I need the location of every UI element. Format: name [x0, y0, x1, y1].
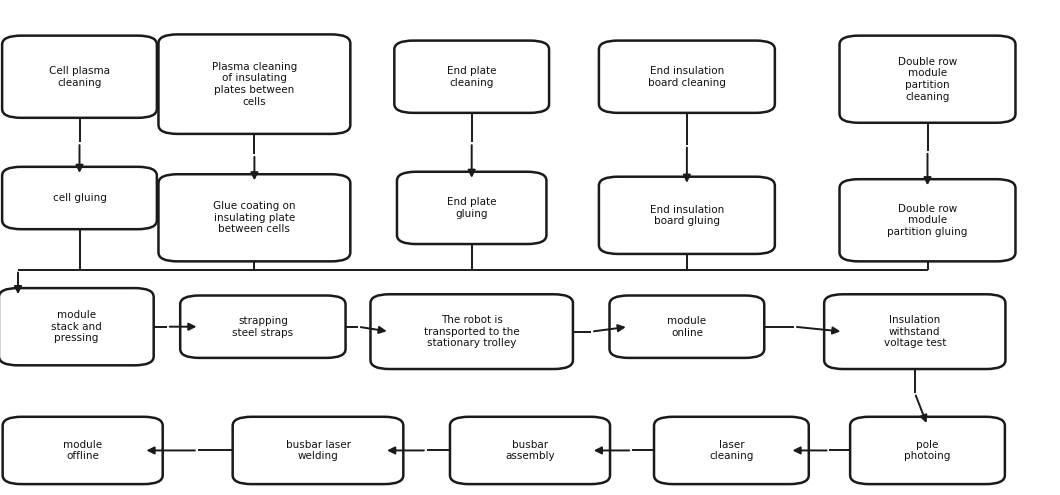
FancyBboxPatch shape	[2, 36, 157, 118]
Text: The robot is
transported to the
stationary trolley: The robot is transported to the stationa…	[424, 315, 519, 348]
Text: busbar
assembly: busbar assembly	[506, 440, 554, 461]
FancyBboxPatch shape	[840, 179, 1015, 261]
Text: Double row
module
partition
cleaning: Double row module partition cleaning	[898, 57, 957, 101]
Text: module
offline: module offline	[64, 440, 102, 461]
FancyBboxPatch shape	[840, 36, 1015, 123]
FancyBboxPatch shape	[233, 417, 403, 484]
FancyBboxPatch shape	[2, 167, 157, 229]
FancyBboxPatch shape	[599, 41, 775, 113]
Text: End insulation
board gluing: End insulation board gluing	[650, 204, 724, 226]
Text: laser
cleaning: laser cleaning	[709, 440, 754, 461]
Text: cell gluing: cell gluing	[53, 193, 106, 203]
Text: pole
photoing: pole photoing	[904, 440, 951, 461]
Text: strapping
steel straps: strapping steel straps	[232, 316, 294, 338]
Text: End plate
cleaning: End plate cleaning	[447, 66, 496, 88]
Text: Cell plasma
cleaning: Cell plasma cleaning	[49, 66, 110, 88]
FancyBboxPatch shape	[180, 296, 346, 358]
Text: End insulation
board cleaning: End insulation board cleaning	[648, 66, 726, 88]
FancyBboxPatch shape	[159, 174, 350, 261]
FancyBboxPatch shape	[610, 296, 764, 358]
Text: Plasma cleaning
of insulating
plates between
cells: Plasma cleaning of insulating plates bet…	[212, 62, 297, 106]
FancyBboxPatch shape	[850, 417, 1005, 484]
FancyBboxPatch shape	[159, 35, 350, 134]
FancyBboxPatch shape	[2, 417, 163, 484]
FancyBboxPatch shape	[371, 294, 572, 369]
Text: End plate
gluing: End plate gluing	[447, 197, 496, 219]
Text: module
online: module online	[668, 316, 706, 338]
Text: Insulation
withstand
voltage test: Insulation withstand voltage test	[884, 315, 946, 348]
FancyBboxPatch shape	[0, 288, 154, 365]
FancyBboxPatch shape	[825, 294, 1005, 369]
Text: module
stack and
pressing: module stack and pressing	[51, 310, 102, 344]
FancyBboxPatch shape	[394, 41, 549, 113]
FancyBboxPatch shape	[398, 172, 547, 244]
FancyBboxPatch shape	[449, 417, 611, 484]
Text: busbar laser
welding: busbar laser welding	[285, 440, 351, 461]
FancyBboxPatch shape	[599, 177, 775, 254]
FancyBboxPatch shape	[654, 417, 809, 484]
Text: Double row
module
partition gluing: Double row module partition gluing	[887, 203, 968, 237]
Text: Glue coating on
insulating plate
between cells: Glue coating on insulating plate between…	[213, 201, 296, 235]
